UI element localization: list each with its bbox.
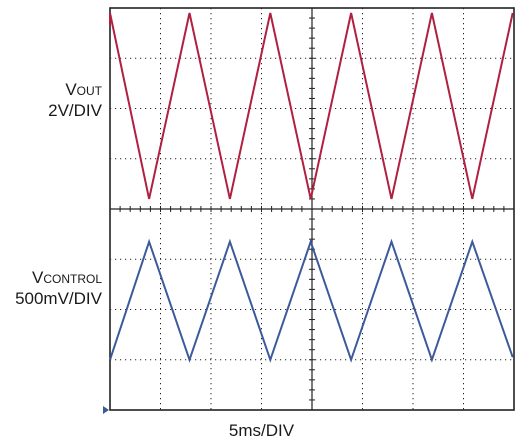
- ground-marker-icon: [103, 406, 109, 414]
- vcontrol-name: VCONTROL: [31, 268, 102, 287]
- vcontrol-scale: 500mV/DIV: [15, 289, 102, 308]
- vout-label: VOUT 2V/DIV: [48, 80, 102, 121]
- grid: [109, 7, 515, 411]
- vcontrol-label: VCONTROL 500mV/DIV: [15, 268, 102, 309]
- vout-name: VOUT: [65, 80, 102, 99]
- time-scale-label: 5ms/DIV: [228, 421, 295, 440]
- plot-frame: [109, 7, 515, 411]
- traces: [109, 12, 514, 363]
- vout-scale: 2V/DIV: [48, 101, 102, 120]
- vcontrol-trace: [109, 238, 514, 363]
- vout-trace: [109, 12, 514, 200]
